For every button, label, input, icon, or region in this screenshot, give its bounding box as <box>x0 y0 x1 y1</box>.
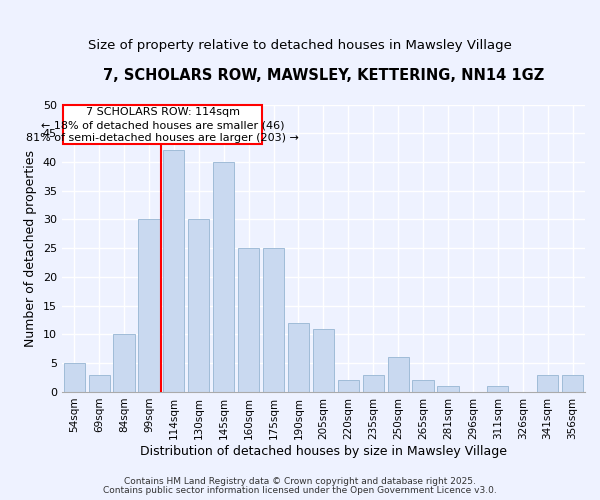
Bar <box>388 358 409 392</box>
Bar <box>562 374 583 392</box>
Bar <box>213 162 235 392</box>
Bar <box>238 248 259 392</box>
X-axis label: Distribution of detached houses by size in Mawsley Village: Distribution of detached houses by size … <box>140 444 507 458</box>
FancyBboxPatch shape <box>63 104 262 144</box>
Bar <box>412 380 434 392</box>
Text: 7 SCHOLARS ROW: 114sqm: 7 SCHOLARS ROW: 114sqm <box>86 108 239 118</box>
Bar <box>64 363 85 392</box>
Text: ← 18% of detached houses are smaller (46): ← 18% of detached houses are smaller (46… <box>41 120 284 130</box>
Bar <box>313 328 334 392</box>
Bar <box>188 220 209 392</box>
Bar <box>537 374 558 392</box>
Bar <box>437 386 458 392</box>
Bar <box>288 323 309 392</box>
Bar <box>163 150 184 392</box>
Text: Size of property relative to detached houses in Mawsley Village: Size of property relative to detached ho… <box>88 40 512 52</box>
Bar <box>362 374 384 392</box>
Bar <box>89 374 110 392</box>
Bar <box>338 380 359 392</box>
Text: 81% of semi-detached houses are larger (203) →: 81% of semi-detached houses are larger (… <box>26 133 299 143</box>
Title: 7, SCHOLARS ROW, MAWSLEY, KETTERING, NN14 1GZ: 7, SCHOLARS ROW, MAWSLEY, KETTERING, NN1… <box>103 68 544 82</box>
Bar <box>487 386 508 392</box>
Text: Contains public sector information licensed under the Open Government Licence v3: Contains public sector information licen… <box>103 486 497 495</box>
Y-axis label: Number of detached properties: Number of detached properties <box>24 150 37 346</box>
Bar <box>113 334 134 392</box>
Text: Contains HM Land Registry data © Crown copyright and database right 2025.: Contains HM Land Registry data © Crown c… <box>124 477 476 486</box>
Bar <box>263 248 284 392</box>
Bar <box>139 220 160 392</box>
